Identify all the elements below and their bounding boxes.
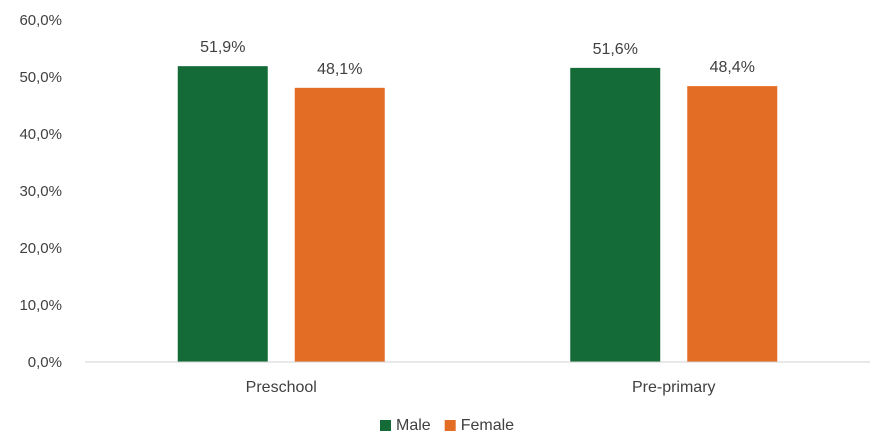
y-tick-label: 50,0% bbox=[19, 69, 62, 86]
bar-male-pre-primary bbox=[570, 67, 661, 362]
data-labels: 51,9% 48,1% 51,6% 48,4% bbox=[200, 39, 755, 78]
bars bbox=[177, 66, 778, 363]
data-label: 51,6% bbox=[593, 41, 638, 58]
x-axis: Preschool Pre-primary bbox=[246, 379, 716, 396]
data-label: 48,4% bbox=[710, 59, 755, 76]
y-tick-label: 60,0% bbox=[19, 12, 62, 29]
y-tick-label: 0,0% bbox=[28, 354, 62, 371]
legend-label-female: Female bbox=[461, 417, 514, 434]
legend-swatch-male bbox=[380, 420, 391, 431]
data-label: 51,9% bbox=[200, 39, 245, 56]
bar-female-pre-primary bbox=[687, 86, 778, 363]
data-label: 48,1% bbox=[317, 61, 362, 78]
x-category-label: Pre-primary bbox=[632, 379, 716, 396]
y-tick-label: 40,0% bbox=[19, 126, 62, 143]
legend-swatch-female bbox=[444, 420, 456, 431]
legend-label-male: Male bbox=[396, 417, 431, 434]
x-category-label: Preschool bbox=[246, 379, 317, 396]
bar-male-preschool bbox=[177, 66, 268, 363]
y-tick-label: 20,0% bbox=[19, 240, 62, 257]
bar-female-preschool bbox=[294, 87, 385, 362]
y-tick-label: 10,0% bbox=[19, 297, 62, 314]
legend: Male Female bbox=[380, 417, 514, 434]
y-tick-label: 30,0% bbox=[19, 183, 62, 200]
y-axis: 0,0% 10,0% 20,0% 30,0% 40,0% 50,0% 60,0% bbox=[19, 12, 62, 371]
